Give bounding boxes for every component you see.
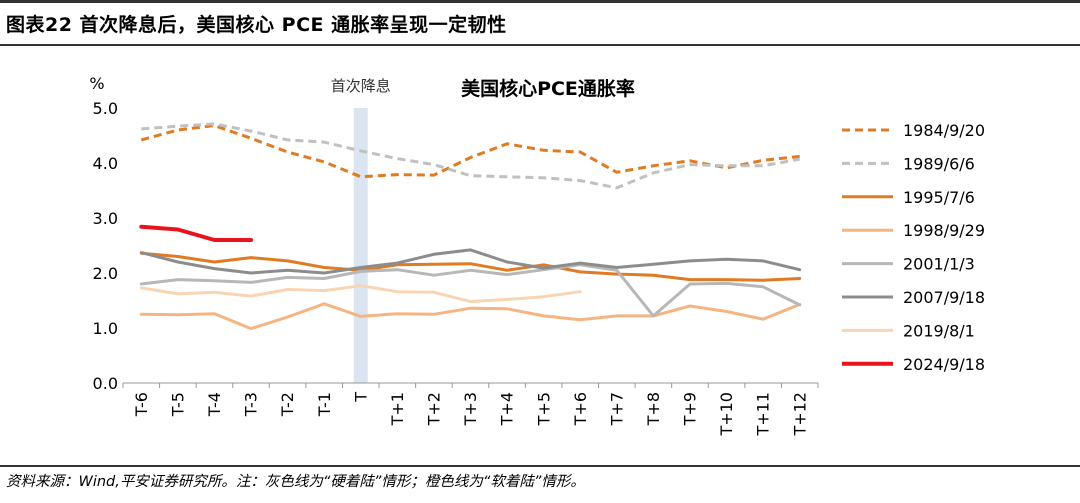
pce-line-chart: 首次降息 0.0 1.0 2.0 3.0 4.0 5.0 T-6 T-5 T-4 T-3 T-2 T-… xyxy=(89,74,985,437)
x-tick-label: T-4 xyxy=(205,392,224,417)
legend-label: 2019/8/1 xyxy=(903,321,975,340)
x-tick-label: T+4 xyxy=(498,392,517,426)
title-rule xyxy=(0,44,1080,46)
x-tick-label: T+6 xyxy=(571,392,590,426)
y-tick-label: 1.0 xyxy=(93,319,118,338)
x-tick-label: T+2 xyxy=(425,392,444,426)
x-tick-label: T+12 xyxy=(790,392,809,437)
y-tick-label: 4.0 xyxy=(93,154,118,173)
y-tick-label: 2.0 xyxy=(93,264,118,283)
series-line-2024-9-18 xyxy=(139,224,253,242)
x-tick-label: T+11 xyxy=(754,392,773,437)
x-tick-label: T-3 xyxy=(242,392,261,417)
legend-label: 1998/9/29 xyxy=(903,221,985,240)
rate-cut-band xyxy=(353,108,368,383)
x-tick-label: T xyxy=(351,392,370,403)
series-line-1984-9-20 xyxy=(140,124,800,179)
x-tick-label: T+9 xyxy=(681,392,700,426)
y-tick-label: 0.0 xyxy=(93,374,118,393)
series-line-1995-7-6 xyxy=(139,251,802,282)
chart-title: 美国核心PCE通胀率 xyxy=(461,77,635,100)
chart-area: 首次降息 0.0 1.0 2.0 3.0 4.0 5.0 T-6 T-5 T-4 T-3 T-2 T-… xyxy=(0,48,1080,464)
series-line-2001-1-3 xyxy=(139,263,802,318)
legend-label: 1989/6/6 xyxy=(903,154,975,173)
y-tick-label: 5.0 xyxy=(93,99,118,118)
x-tick-label: T+8 xyxy=(644,392,663,426)
x-tick-label: T-6 xyxy=(132,392,151,417)
series-line-2019-8-1 xyxy=(139,284,582,304)
series-line-1989-6-6 xyxy=(141,122,800,190)
legend-label: 1984/9/20 xyxy=(903,121,985,140)
x-tick-label: T-5 xyxy=(168,392,187,417)
source-note: 资料来源：Wind,平安证券研究所。注：灰色线为“硬着陆”情形；橙色线为“软着陆… xyxy=(6,474,585,490)
x-tick-label: T+3 xyxy=(461,392,480,426)
figure-title: 图表22 首次降息后，美国核心 PCE 通胀率呈现一定韧性 xyxy=(6,14,507,36)
legend-label: 1995/7/6 xyxy=(903,188,975,207)
legend-label: 2024/9/18 xyxy=(903,355,985,374)
top-rule xyxy=(0,0,1080,3)
x-tick-label: T+5 xyxy=(534,392,553,426)
series-line-2007-9-18 xyxy=(139,248,802,275)
x-tick-label: T-2 xyxy=(278,392,297,417)
figure-title-bar: 图表22 首次降息后，美国核心 PCE 通胀率呈现一定韧性 xyxy=(0,8,1080,38)
y-tick-label: 3.0 xyxy=(93,209,118,228)
x-tick-label: T+7 xyxy=(607,392,626,426)
legend-label: 2007/9/18 xyxy=(903,288,985,307)
x-tick-label: T+1 xyxy=(388,392,407,426)
rate-cut-label: 首次降息 xyxy=(331,77,391,95)
bottom-rule xyxy=(0,465,1080,467)
x-tick-label: T+10 xyxy=(717,392,736,437)
series-line-1998-9-29 xyxy=(139,302,802,331)
y-axis-unit: % xyxy=(89,74,104,93)
legend-label: 2001/1/3 xyxy=(903,255,975,274)
x-tick-label: T-1 xyxy=(315,392,334,417)
